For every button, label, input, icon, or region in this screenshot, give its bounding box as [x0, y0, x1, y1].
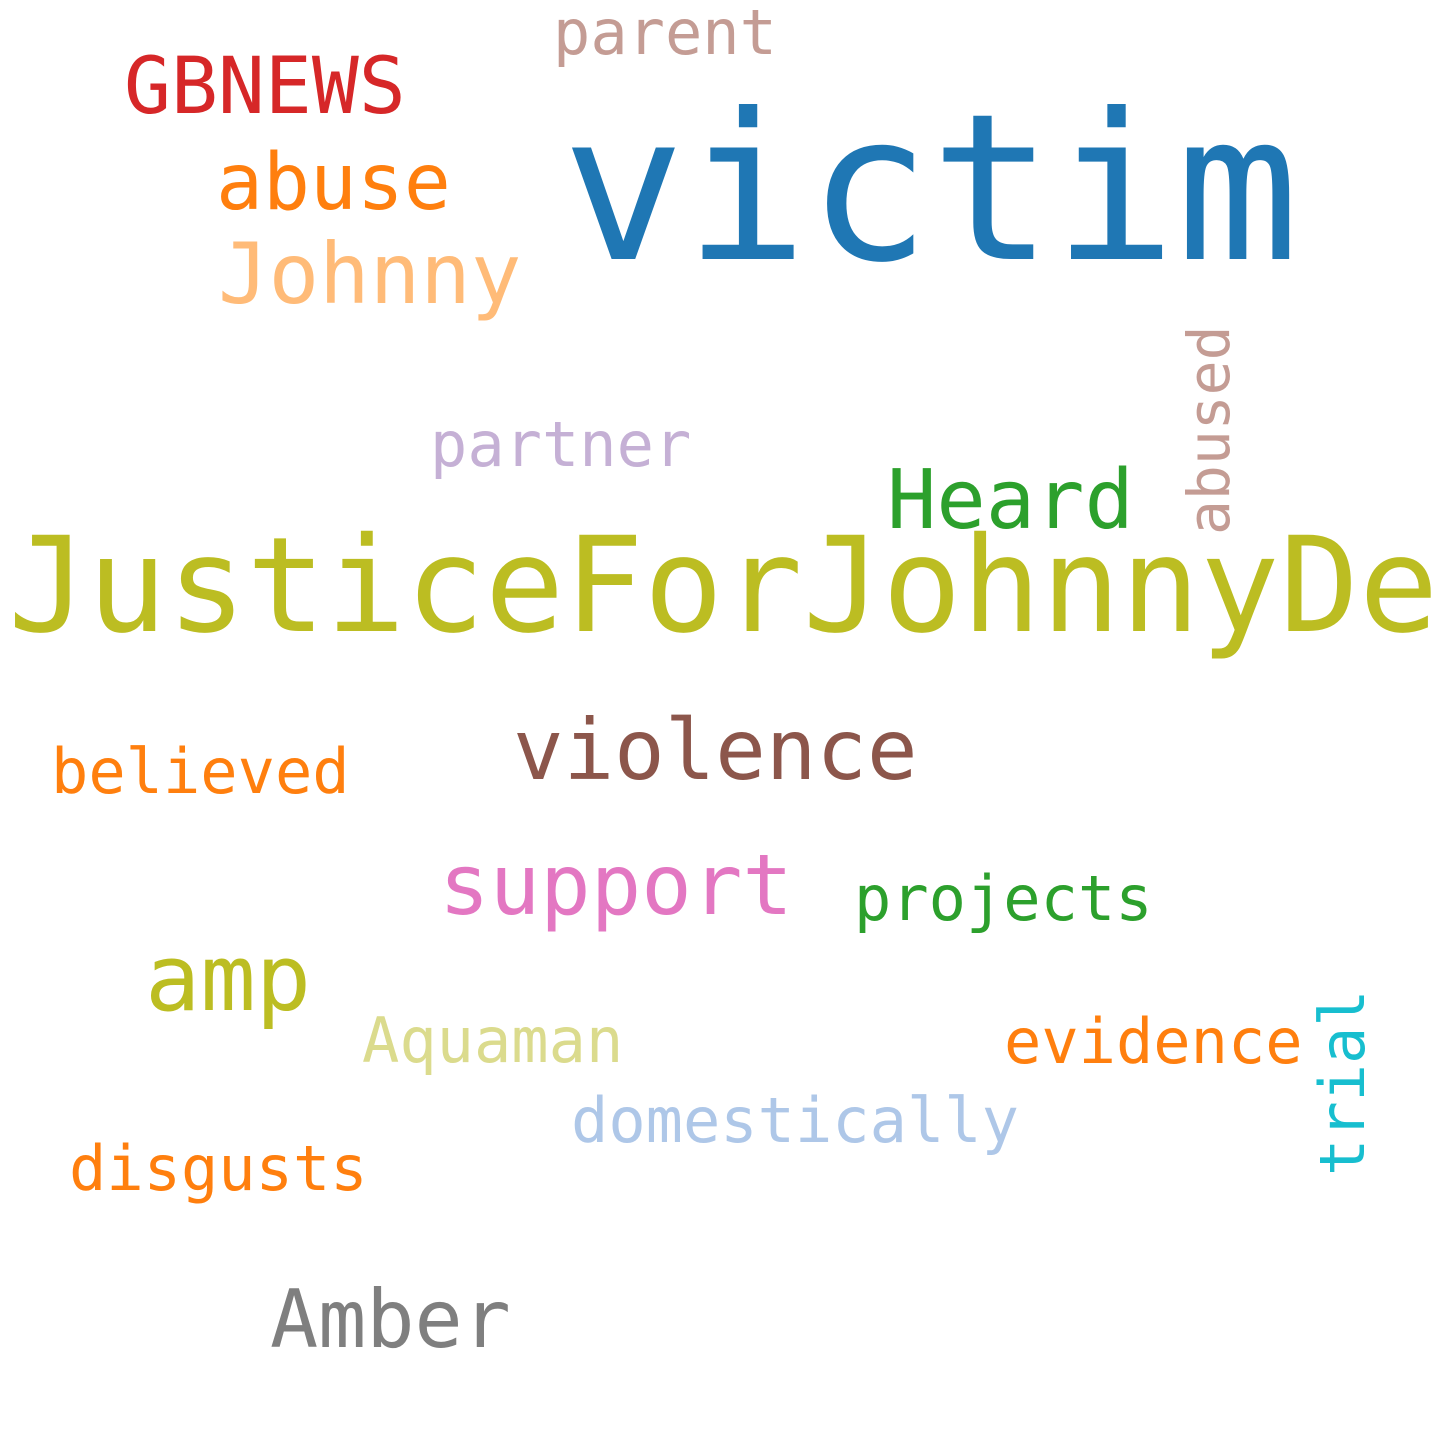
word-aquaman: Aquaman — [362, 1004, 624, 1077]
word-evidence: evidence — [1004, 1005, 1303, 1078]
word-believed: believed — [51, 735, 350, 808]
word-victim: victim — [562, 71, 1299, 308]
word-trial: trial — [1306, 989, 1379, 1176]
word-amp: amp — [145, 925, 312, 1032]
word-disgusts: disgusts — [69, 1132, 368, 1205]
word-abused: abused — [1175, 325, 1243, 535]
word-gbnews: GBNEWS — [124, 42, 406, 132]
word-justicefor-johnnydepp: JusticeForJohnnyDepp — [8, 509, 1440, 663]
word-violence: violence — [513, 701, 918, 799]
word-abuse: abuse — [216, 138, 451, 228]
word-parent: parent — [553, 0, 777, 69]
word-support: support — [439, 836, 794, 934]
word-projects: projects — [854, 862, 1153, 935]
word-heard: Heard — [887, 453, 1134, 548]
word-amber: Amber — [270, 1273, 511, 1366]
word-domestically: domestically — [571, 1084, 1019, 1157]
word-partner: partner — [430, 408, 692, 481]
word-johnny: Johnny — [218, 225, 522, 323]
